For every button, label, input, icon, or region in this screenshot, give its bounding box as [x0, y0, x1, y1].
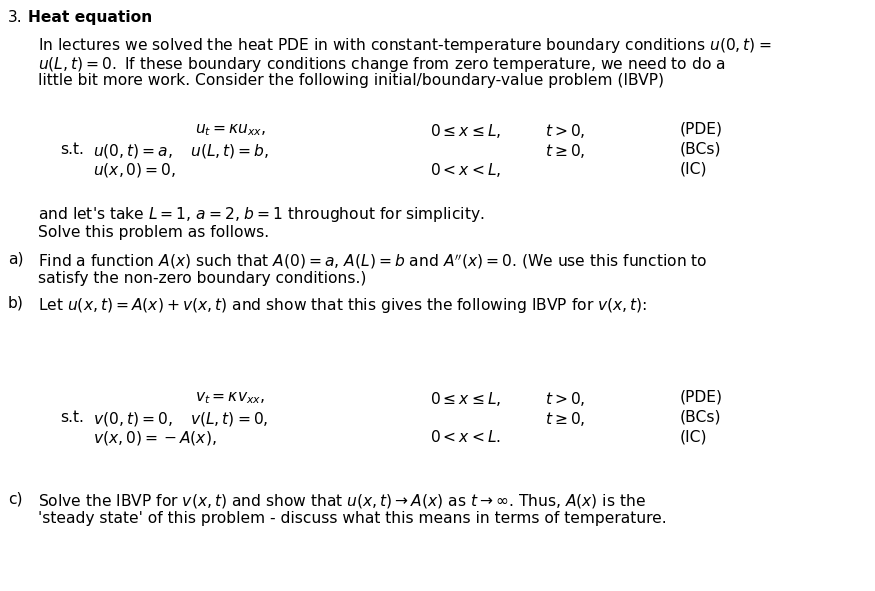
Text: $u(L, t) = 0.$ If these boundary conditions change from zero temperature, we nee: $u(L, t) = 0.$ If these boundary conditi…: [38, 54, 725, 73]
Text: (BCs): (BCs): [680, 141, 722, 157]
Text: Heat equation: Heat equation: [28, 10, 152, 25]
Text: Solve this problem as follows.: Solve this problem as follows.: [38, 226, 270, 241]
Text: (PDE): (PDE): [680, 122, 723, 137]
Text: $t \geq 0,$: $t \geq 0,$: [545, 141, 585, 160]
Text: $0 < x < L,$: $0 < x < L,$: [430, 161, 501, 179]
Text: $t \geq 0,$: $t \geq 0,$: [545, 410, 585, 427]
Text: a): a): [8, 252, 24, 267]
Text: (IC): (IC): [680, 161, 708, 176]
Text: Solve the IBVP for $v(x, t)$ and show that $u(x, t) \to A(x)$ as $t \to \infty$.: Solve the IBVP for $v(x, t)$ and show th…: [38, 492, 646, 510]
Text: In lectures we solved the heat PDE in with constant-temperature boundary conditi: In lectures we solved the heat PDE in wi…: [38, 36, 772, 55]
Text: Let $u(x, t) = A(x) + v(x, t)$ and show that this gives the following IBVP for $: Let $u(x, t) = A(x) + v(x, t)$ and show …: [38, 296, 648, 315]
Text: $u_t = \kappa u_{xx},$: $u_t = \kappa u_{xx},$: [195, 122, 266, 138]
Text: $u(0, t) = a, \quad u(L, t) = b,$: $u(0, t) = a, \quad u(L, t) = b,$: [93, 141, 270, 160]
Text: 'steady state' of this problem - discuss what this means in terms of temperature: 'steady state' of this problem - discuss…: [38, 511, 667, 525]
Text: $0 < x < L.$: $0 < x < L.$: [430, 429, 501, 445]
Text: $t > 0,$: $t > 0,$: [545, 390, 585, 408]
Text: (IC): (IC): [680, 429, 708, 444]
Text: little bit more work. Consider the following initial/boundary-value problem (IBV: little bit more work. Consider the follo…: [38, 73, 664, 88]
Text: s.t.: s.t.: [60, 410, 84, 424]
Text: 3.: 3.: [8, 10, 23, 25]
Text: c): c): [8, 492, 23, 507]
Text: $0 \leq x \leq L,$: $0 \leq x \leq L,$: [430, 122, 501, 140]
Text: Find a function $A(x)$ such that $A(0) = a$, $A(L) = b$ and $A''(x) = 0$. (We us: Find a function $A(x)$ such that $A(0) =…: [38, 252, 708, 271]
Text: s.t.: s.t.: [60, 141, 84, 157]
Text: $0 \leq x \leq L,$: $0 \leq x \leq L,$: [430, 390, 501, 408]
Text: satisfy the non-zero boundary conditions.): satisfy the non-zero boundary conditions…: [38, 271, 367, 285]
Text: and let's take $L = 1$, $a = 2$, $b = 1$ throughout for simplicity.: and let's take $L = 1$, $a = 2$, $b = 1$…: [38, 205, 485, 224]
Text: $v(x, 0) = -A(x),$: $v(x, 0) = -A(x),$: [93, 429, 217, 447]
Text: b): b): [8, 296, 24, 311]
Text: $u(x, 0) = 0,$: $u(x, 0) = 0,$: [93, 161, 176, 179]
Text: (PDE): (PDE): [680, 390, 723, 405]
Text: $v(0, t) = 0, \quad v(L, t) = 0,$: $v(0, t) = 0, \quad v(L, t) = 0,$: [93, 410, 269, 427]
Text: (BCs): (BCs): [680, 410, 722, 424]
Text: $t > 0,$: $t > 0,$: [545, 122, 585, 140]
Text: $v_t = \kappa v_{xx},$: $v_t = \kappa v_{xx},$: [195, 390, 265, 405]
